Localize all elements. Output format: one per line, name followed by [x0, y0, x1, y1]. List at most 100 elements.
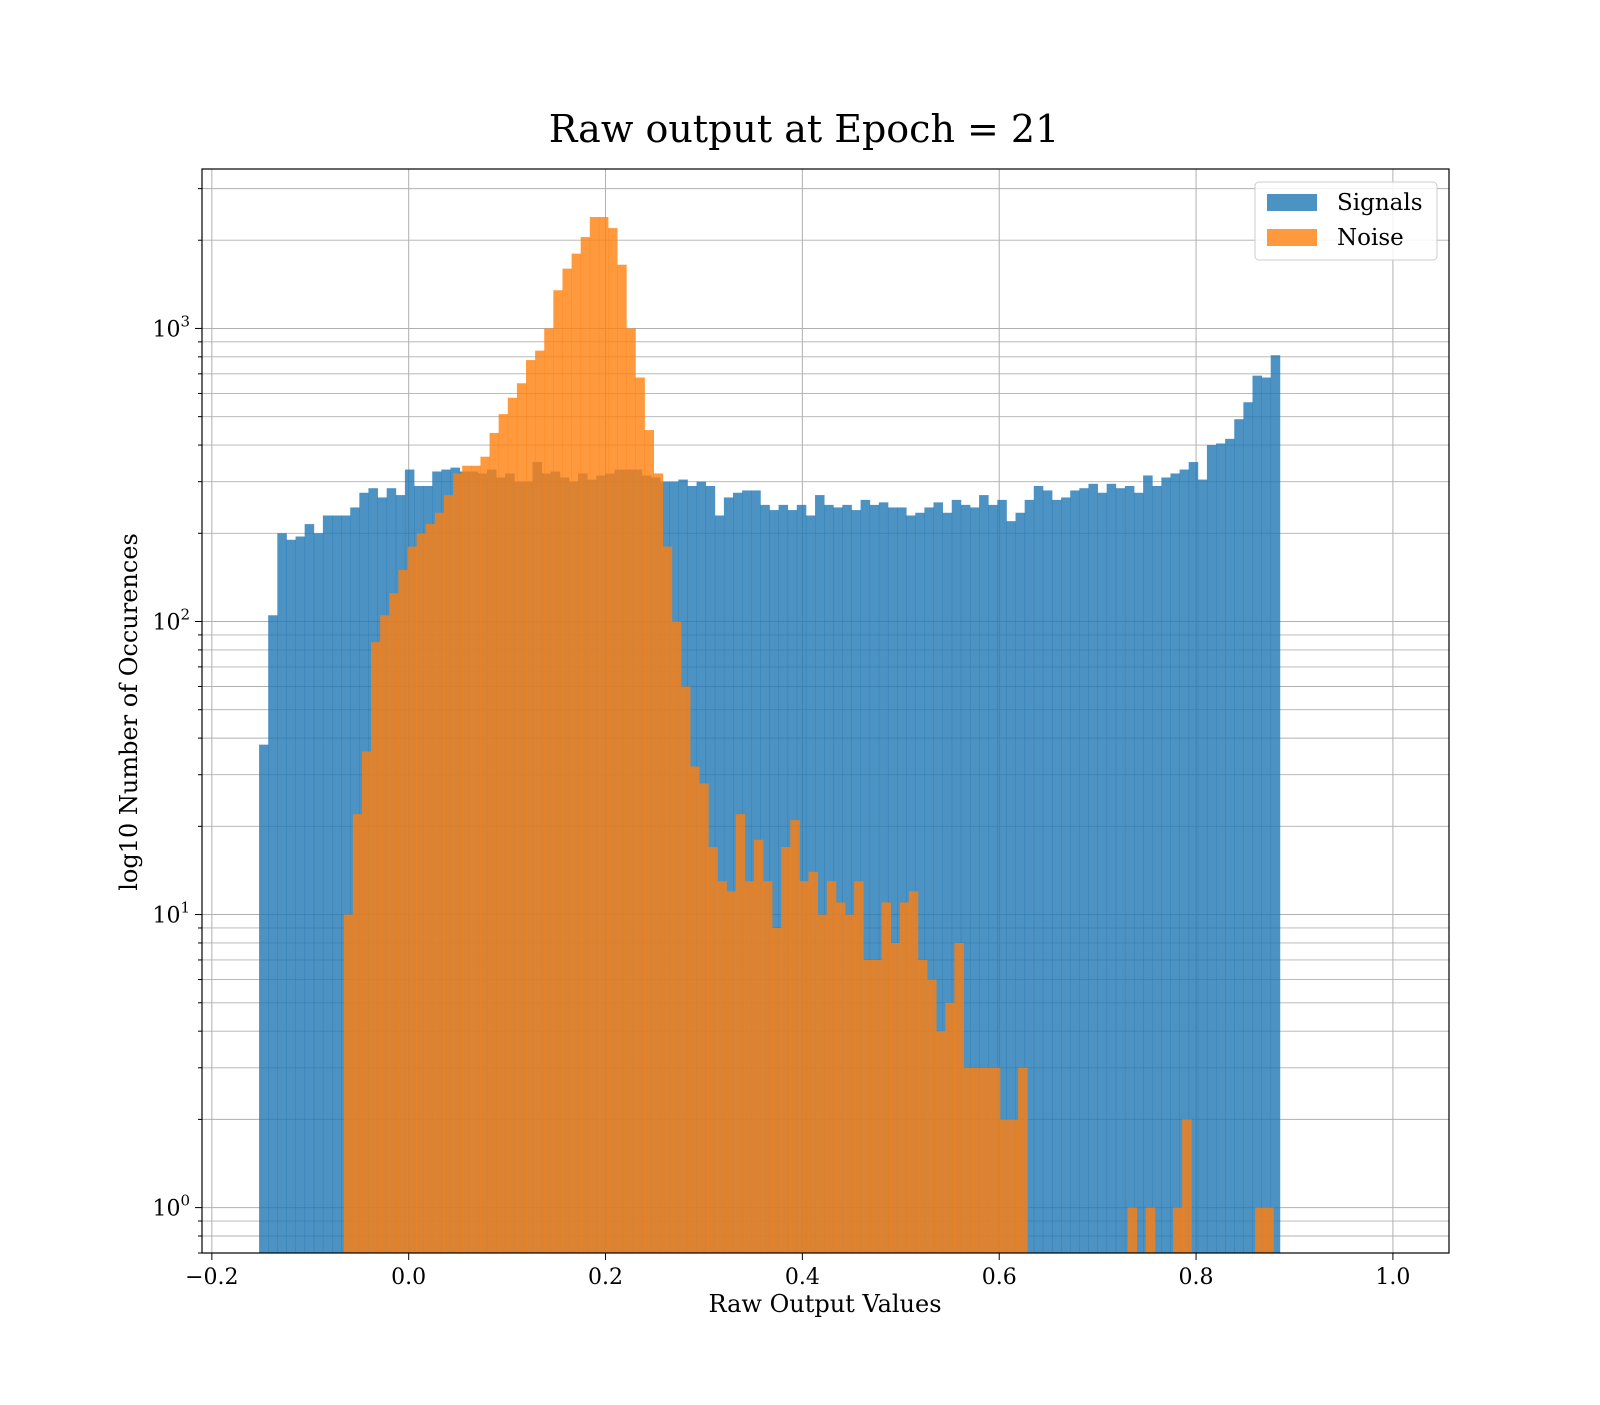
signals-bar — [1161, 477, 1171, 1254]
signals-bar — [1188, 462, 1199, 1253]
y-tick-label: 100 — [152, 1192, 190, 1222]
signals-bar — [915, 512, 925, 1253]
x-tick-label: 1.0 — [1375, 1265, 1410, 1290]
y-tick-label: 102 — [152, 605, 190, 635]
signals-bar — [1079, 488, 1089, 1254]
noise-bar — [462, 465, 472, 1253]
x-tick-label: 0.2 — [588, 1265, 623, 1290]
signals-bar — [1234, 419, 1244, 1253]
signals-bar — [906, 515, 916, 1253]
signals-bar — [924, 507, 934, 1253]
signals-bar — [1006, 521, 1016, 1253]
noise-bar — [945, 1002, 955, 1253]
noise-bar — [635, 377, 645, 1253]
y-tick-exponent: 2 — [180, 605, 190, 623]
signals-bar — [860, 499, 871, 1253]
signals-bar — [842, 504, 852, 1253]
y-tick-base: 10 — [152, 317, 180, 342]
noise-bar — [1145, 1207, 1156, 1253]
noise-bar — [425, 524, 436, 1253]
x-tick-label: −0.2 — [185, 1265, 238, 1290]
noise-bar — [389, 593, 399, 1253]
signals-bar — [1115, 488, 1126, 1254]
noise-bar — [890, 942, 901, 1253]
noise-bar — [699, 783, 709, 1253]
noise-bar — [498, 414, 509, 1253]
signals-bar — [760, 504, 770, 1253]
noise-bar — [735, 814, 746, 1253]
signals-bar — [1170, 473, 1180, 1253]
noise-bar — [489, 432, 500, 1253]
signals-bar — [997, 499, 1007, 1253]
signals-bar — [1197, 479, 1208, 1253]
noise-bar — [662, 546, 673, 1253]
noise-bar — [644, 430, 654, 1253]
noise-bar — [671, 621, 682, 1253]
noise-bar — [1264, 1207, 1274, 1253]
noise-bar — [380, 615, 390, 1253]
noise-bar — [526, 360, 536, 1253]
signals-bar — [304, 524, 315, 1253]
noise-bar — [571, 253, 582, 1254]
noise-bar — [762, 881, 773, 1253]
noise-bar — [626, 328, 636, 1253]
signals-bar — [887, 507, 898, 1253]
signals-bar — [869, 504, 880, 1253]
noise-bar — [416, 533, 427, 1253]
noise-bar — [589, 217, 600, 1253]
legend-label-noise: Noise — [1337, 225, 1404, 251]
noise-bar — [835, 902, 846, 1253]
signals-bar — [1143, 475, 1153, 1253]
noise-bar — [990, 1067, 1001, 1253]
noise-bar — [981, 1067, 992, 1253]
noise-bar — [690, 766, 700, 1253]
chart-title: Raw output at Epoch = 21 — [549, 107, 1060, 151]
y-tick-label: 101 — [152, 899, 190, 929]
noise-bar — [407, 546, 418, 1253]
noise-bar — [881, 902, 891, 1253]
noise-bar — [790, 820, 800, 1253]
signals-bar — [723, 497, 734, 1253]
signals-bar — [878, 502, 889, 1253]
signals-bar — [1106, 483, 1117, 1253]
noise-bar — [863, 959, 873, 1253]
noise-bar — [927, 979, 937, 1253]
signals-bar — [1124, 485, 1135, 1253]
noise-bar — [535, 350, 545, 1253]
signals-bar — [833, 507, 843, 1253]
signals-bar — [1061, 497, 1071, 1253]
signals-bar — [1206, 445, 1217, 1253]
signals-bar — [1134, 492, 1144, 1254]
legend-label-signals: Signals — [1337, 190, 1423, 216]
noise-bar — [453, 473, 463, 1253]
signals-bar — [1024, 499, 1035, 1253]
noise-bar — [708, 847, 718, 1253]
y-tick-label: 103 — [152, 312, 190, 342]
noise-bar — [580, 237, 591, 1253]
signals-bar — [969, 507, 980, 1253]
noise-bar — [653, 473, 664, 1253]
y-tick-exponent: 3 — [180, 312, 190, 330]
signals-bar — [742, 490, 752, 1253]
noise-bar — [1255, 1207, 1265, 1253]
signals-bar — [769, 510, 779, 1253]
signals-bar — [897, 507, 907, 1253]
noise-bar — [1127, 1207, 1138, 1253]
signals-bar — [796, 504, 807, 1253]
noise-bar — [899, 902, 910, 1253]
noise-bar — [963, 1067, 973, 1253]
noise-bar — [680, 686, 691, 1253]
signals-bar — [1243, 402, 1253, 1253]
noise-bar — [826, 881, 837, 1253]
noise-bar — [908, 891, 919, 1253]
signals-bar — [942, 512, 953, 1253]
noise-bar — [844, 914, 855, 1253]
signals-bar — [268, 615, 278, 1253]
signals-bar — [1015, 512, 1026, 1253]
noise-bar — [361, 751, 372, 1253]
noise-bar — [854, 881, 864, 1253]
noise-bar — [1018, 1067, 1028, 1253]
signals-bar — [259, 744, 269, 1253]
signals-bar — [331, 515, 342, 1253]
